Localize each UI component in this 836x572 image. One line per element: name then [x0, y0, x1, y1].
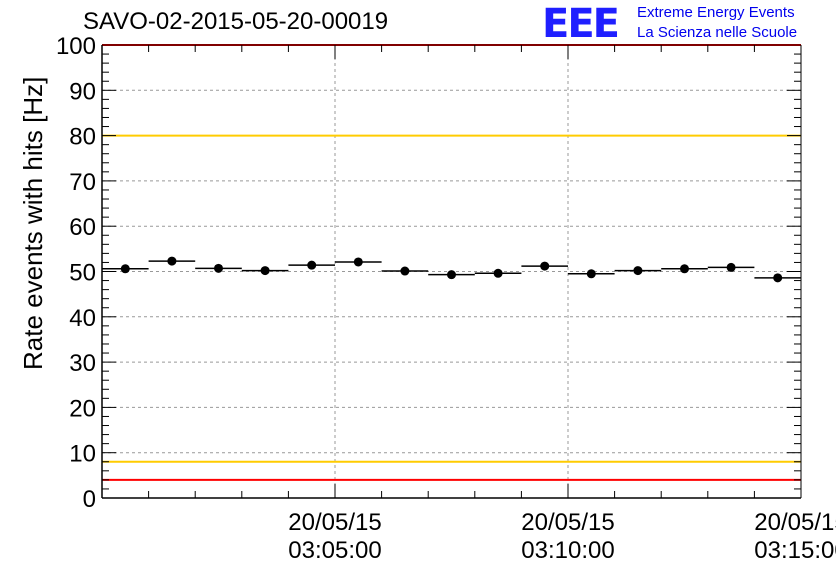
y-tick-label: 90: [69, 78, 96, 105]
y-tick-label: 40: [69, 305, 96, 332]
y-tick-label: 80: [69, 124, 96, 151]
y-tick-label: 20: [69, 395, 96, 422]
data-point: [260, 266, 270, 276]
data-point: [680, 264, 689, 274]
y-tick-label: 10: [69, 441, 96, 468]
y-tick-label: 0: [83, 486, 96, 513]
y-tick-label: 60: [69, 214, 96, 241]
data-point: [167, 256, 177, 266]
chart-title: SAVO-02-2015-05-20-00019: [83, 8, 389, 35]
y-tick-label: 30: [69, 350, 96, 377]
logo-line-2: La Scienza nelle Scuole: [637, 24, 798, 41]
data-point: [633, 266, 643, 276]
data-point: [773, 273, 783, 283]
data-point: [447, 270, 456, 280]
data-point: [493, 268, 503, 278]
x-tick-label-date: 20/05/15: [521, 509, 614, 536]
data-point: [586, 269, 596, 279]
y-tick-label: 100: [56, 33, 96, 60]
x-tick-label-date: 20/05/15: [754, 509, 836, 536]
x-tick-label-time: 03:15:00: [754, 537, 836, 564]
data-point: [726, 262, 736, 272]
x-tick-label-time: 03:10:00: [521, 537, 614, 564]
logo-text: Extreme Energy Events La Scienza nelle S…: [637, 3, 797, 43]
data-point: [353, 257, 363, 267]
data-point: [120, 264, 130, 274]
data-point: [214, 263, 223, 273]
x-tick-label-date: 20/05/15: [288, 509, 381, 536]
y-tick-label: 50: [69, 260, 96, 287]
eee-logo: EEE: [542, 1, 620, 47]
x-tick-label-time: 03:05:00: [288, 537, 381, 564]
data-point: [307, 260, 317, 270]
data-point: [540, 261, 550, 271]
logo-line-1: Extreme Energy Events: [637, 4, 795, 21]
y-tick-label: 70: [69, 169, 96, 196]
data-point: [400, 266, 410, 276]
